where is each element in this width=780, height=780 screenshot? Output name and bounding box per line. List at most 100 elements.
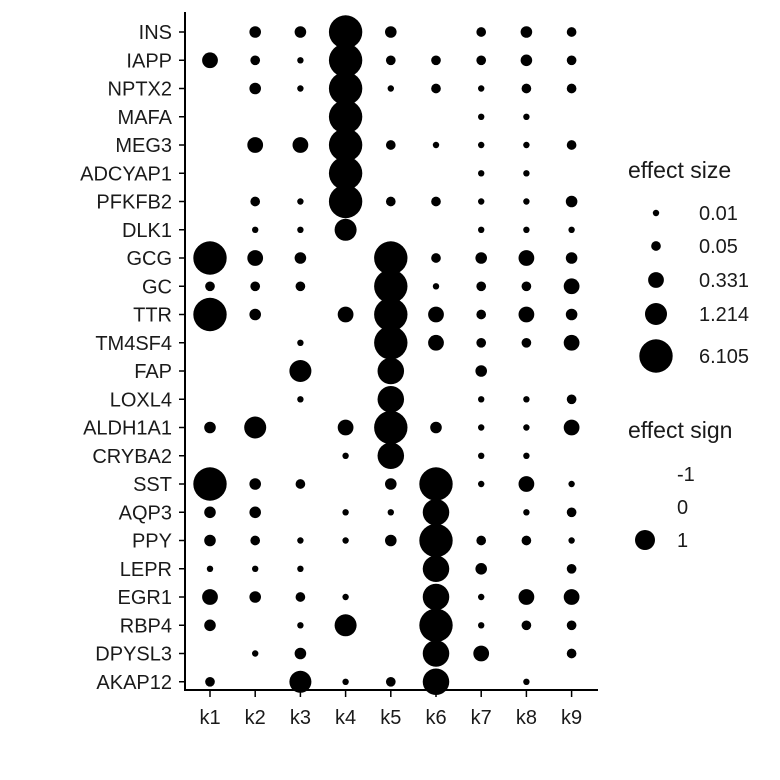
- dot-DPYSL3-k7: [473, 645, 490, 662]
- sign-legend-key: [635, 530, 655, 550]
- dot-EGR1-k9: [563, 589, 580, 605]
- dot-ADCYAP1-k8: [523, 170, 530, 177]
- dot-ADCYAP1-k7: [478, 170, 485, 177]
- dot-MAFA-k8: [523, 113, 530, 121]
- dot-MAFA-k7: [478, 113, 485, 121]
- dot-AKAP12-k8: [523, 678, 530, 685]
- dot-MEG3-k5: [385, 140, 396, 150]
- size-legend-key: [651, 241, 661, 251]
- dot-ALDH1A1-k7: [478, 424, 485, 431]
- x-tick-label: k8: [516, 707, 537, 729]
- size-legend-key: [648, 272, 664, 288]
- dot-TTR-k9: [565, 308, 578, 321]
- dot-GC-k8: [521, 281, 532, 292]
- dot-MEG3-k6: [432, 141, 440, 149]
- dot-DPYSL3-k6: [422, 640, 450, 667]
- dot-DPYSL3-k3: [294, 647, 307, 660]
- sign-legend-label: 0: [677, 497, 688, 519]
- size-legend-key: [644, 302, 668, 326]
- dot-GC-k6: [432, 283, 440, 290]
- dot-DLK1-k4: [334, 218, 357, 241]
- dot-INS-k5: [385, 26, 397, 38]
- dot-RBP4-k7: [478, 622, 485, 629]
- size-legend-key: [639, 339, 673, 373]
- dots-layer: [193, 15, 580, 696]
- dot-LOXL4-k8: [523, 396, 530, 403]
- dot-LEPR-k6: [422, 555, 450, 583]
- dot-GCG-k1: [193, 241, 227, 275]
- size-legend-label: 0.05: [699, 236, 738, 258]
- dot-RBP4-k4: [334, 614, 357, 637]
- dot-FAP-k3: [289, 359, 312, 383]
- dot-AQP3-k9: [566, 507, 577, 518]
- dot-RBP4-k1: [204, 619, 216, 632]
- dot-TM4SF4-k8: [521, 337, 532, 348]
- dot-EGR1-k1: [202, 589, 218, 605]
- x-axis-ticks: k1 k2 k3 k4 k5 k6 k7 k8 k9: [199, 690, 582, 729]
- dot-IAPP-k7: [476, 55, 487, 66]
- dot-PPY-k6: [419, 523, 453, 558]
- dot-DPYSL3-k2: [252, 650, 259, 657]
- dot-INS-k7: [476, 27, 487, 37]
- dot-GCG-k2: [247, 250, 264, 266]
- dot-EGR1-k2: [249, 591, 261, 603]
- y-tick-label: AQP3: [119, 502, 172, 524]
- dot-NPTX2-k5: [387, 85, 394, 92]
- x-tick-label: k9: [561, 707, 582, 729]
- x-tick-label: k3: [290, 707, 311, 729]
- dot-RBP4-k6: [419, 608, 453, 642]
- y-tick-label: RBP4: [120, 615, 172, 637]
- dot-PPY-k7: [476, 535, 487, 546]
- x-tick-label: k2: [245, 707, 266, 729]
- dot-TM4SF4-k3: [297, 339, 304, 346]
- dot-PPY-k1: [204, 534, 216, 547]
- dot-LEPR-k1: [206, 565, 214, 572]
- dot-NPTX2-k6: [431, 83, 441, 94]
- dot-EGR1-k3: [295, 592, 306, 602]
- dot-GC-k3: [295, 281, 306, 292]
- y-tick-label: DLK1: [122, 220, 172, 242]
- dot-LEPR-k2: [252, 565, 259, 572]
- dot-ALDH1A1-k1: [204, 421, 216, 434]
- dot-SST-k9: [568, 480, 575, 488]
- dot-DLK1-k2: [252, 226, 259, 233]
- sign-legend-title: effect sign: [628, 417, 732, 443]
- dot-TTR-k8: [518, 306, 535, 323]
- dot-IAPP-k9: [566, 55, 577, 66]
- dot-AQP3-k8: [523, 509, 530, 516]
- dot-LEPR-k3: [297, 565, 304, 572]
- dot-AKAP12-k6: [422, 668, 450, 696]
- dot-SST-k2: [249, 478, 261, 490]
- y-tick-label: EGR1: [118, 587, 172, 609]
- y-tick-label: PFKFB2: [96, 192, 172, 214]
- dot-DLK1-k3: [297, 226, 304, 233]
- dot-TTR-k4: [337, 306, 354, 323]
- dot-PPY-k2: [250, 535, 261, 546]
- dot-LOXL4-k5: [377, 386, 405, 413]
- dot-FAP-k5: [377, 357, 405, 385]
- dot-IAPP-k8: [520, 54, 533, 67]
- dot-ALDH1A1-k4: [337, 419, 354, 436]
- dot-AKAP12-k3: [289, 670, 312, 693]
- dot-SST-k6: [419, 467, 453, 501]
- size-legend-key: [652, 209, 660, 217]
- size-legend-label: 0.331: [699, 270, 749, 292]
- dot-SST-k3: [295, 479, 306, 489]
- dot-PPY-k4: [342, 537, 349, 544]
- sign-legend: -1 0 1: [635, 464, 695, 552]
- dot-MAFA-k4: [328, 100, 363, 134]
- y-tick-label: AKAP12: [96, 672, 172, 694]
- dot-MEG3-k7: [478, 141, 485, 149]
- sign-legend-label: -1: [677, 464, 695, 486]
- dot-DLK1-k9: [568, 226, 575, 233]
- dot-IAPP-k6: [431, 55, 441, 66]
- dot-DLK1-k8: [523, 226, 530, 233]
- dot-PPY-k8: [521, 535, 532, 546]
- dot-EGR1-k7: [478, 593, 485, 601]
- dot-AKAP12-k1: [205, 676, 215, 687]
- y-tick-label: ADCYAP1: [80, 163, 172, 185]
- dot-GC-k1: [205, 281, 215, 292]
- dot-ALDH1A1-k8: [523, 424, 530, 431]
- dot-GCG-k7: [475, 252, 487, 264]
- dot-AQP3-k2: [249, 506, 261, 519]
